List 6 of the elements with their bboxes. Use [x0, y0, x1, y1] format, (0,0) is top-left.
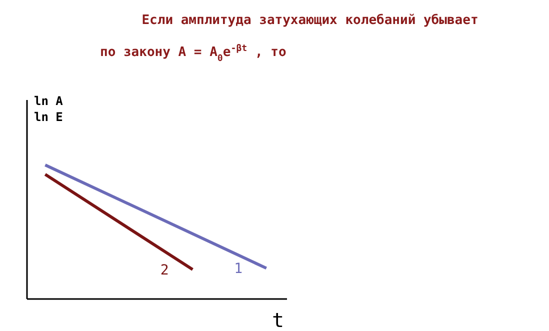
- series-label: 1: [234, 261, 243, 278]
- series-label: 2: [160, 262, 169, 279]
- chart-title: Если амплитуда затухающих колебаний убывает: [142, 13, 478, 28]
- y-axis-title: ln A ln E: [34, 94, 64, 124]
- chart-subtitle: по закону A = A$_{0}$e$^{-βt}$ , то: [100, 44, 286, 64]
- x-axis-title: t: [272, 308, 284, 331]
